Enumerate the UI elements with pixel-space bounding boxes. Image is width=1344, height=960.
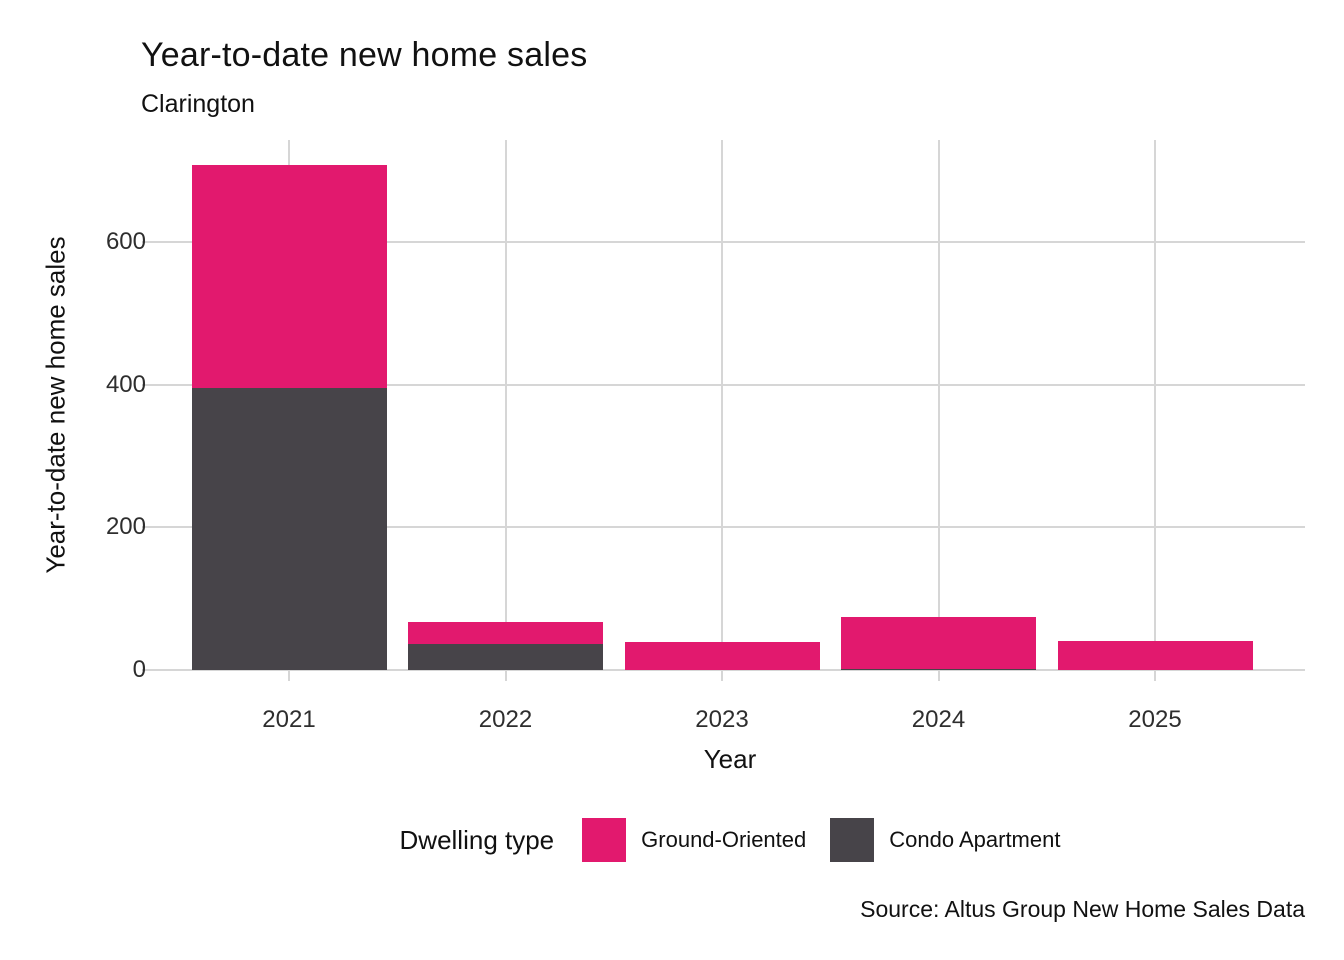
bar-segment-2023-ground-oriented — [624, 642, 820, 670]
y-tick-mark — [142, 669, 155, 671]
y-tick-label: 600 — [105, 228, 146, 255]
source-caption: Source: Altus Group New Home Sales Data — [860, 896, 1305, 922]
x-tick-mark — [721, 670, 723, 681]
bar-segment-2021-condo-apartment — [191, 387, 387, 670]
legend-label: Condo Apartment — [889, 827, 1061, 852]
condo-apartment-swatch-icon — [830, 818, 875, 862]
y-gridline — [155, 383, 1305, 386]
y-tick-mark — [142, 383, 155, 386]
x-gridline — [721, 140, 723, 670]
x-tick-label: 2024 — [911, 706, 966, 733]
bar-segment-2024-ground-oriented — [841, 617, 1036, 669]
x-tick-label: 2022 — [478, 706, 533, 733]
legend: Dwelling type Ground-Oriented Condo Apar… — [155, 818, 1305, 862]
x-axis-title: Year — [703, 744, 757, 774]
legend-item-condo-apartment: Condo Apartment — [830, 818, 1060, 862]
legend-title: Dwelling type — [399, 824, 555, 855]
y-gridline — [155, 241, 1305, 243]
x-tick-mark — [1154, 670, 1156, 681]
bar-segment-2021-ground-oriented — [191, 164, 387, 388]
bar-segment-2022-ground-oriented — [408, 622, 603, 645]
y-tick-mark — [142, 526, 155, 529]
x-tick-label: 2025 — [1128, 706, 1182, 733]
x-gridline — [937, 140, 940, 670]
bar-segment-2024-condo-apartment — [841, 668, 1036, 670]
y-tick-label: 400 — [105, 370, 146, 398]
plot-panel — [155, 140, 1305, 671]
legend-label: Ground-Oriented — [641, 827, 807, 852]
ground-oriented-swatch-icon — [582, 818, 627, 862]
x-gridline — [1154, 140, 1156, 670]
y-tick-label: 200 — [105, 513, 146, 541]
bar-segment-2022-condo-apartment — [408, 644, 603, 670]
x-tick-mark — [504, 670, 507, 681]
y-gridline — [155, 669, 1305, 671]
bar-segment-2025-ground-oriented — [1057, 641, 1253, 670]
x-tick-label: 2023 — [695, 706, 749, 733]
x-tick-mark — [288, 670, 290, 681]
y-tick-label: 0 — [132, 656, 146, 683]
x-tick-label: 2021 — [262, 706, 316, 733]
x-gridline — [504, 140, 507, 670]
y-tick-mark — [142, 241, 155, 243]
x-tick-mark — [937, 670, 940, 681]
chart-title: Year-to-date new home sales — [141, 36, 588, 74]
legend-item-ground-oriented: Ground-Oriented — [582, 818, 806, 862]
chart-subtitle: Clarington — [141, 90, 255, 118]
y-gridline — [155, 526, 1305, 529]
